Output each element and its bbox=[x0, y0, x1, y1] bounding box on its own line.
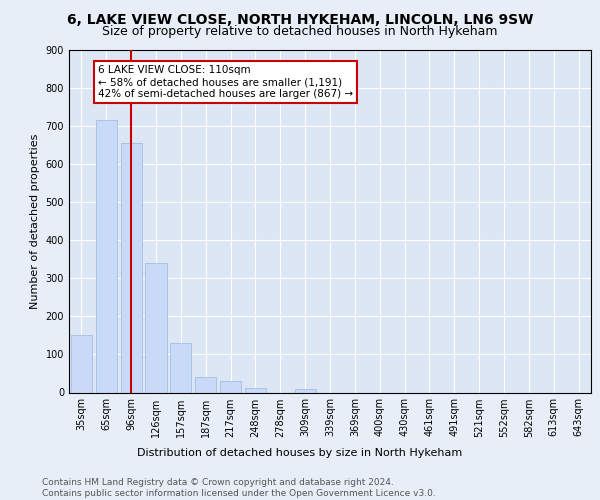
Bar bbox=[121, 143, 142, 392]
Bar bbox=[295, 390, 316, 392]
Bar bbox=[245, 388, 266, 392]
Bar bbox=[145, 263, 167, 392]
Text: 6 LAKE VIEW CLOSE: 110sqm
← 58% of detached houses are smaller (1,191)
42% of se: 6 LAKE VIEW CLOSE: 110sqm ← 58% of detac… bbox=[98, 66, 353, 98]
Bar bbox=[71, 336, 92, 392]
Y-axis label: Number of detached properties: Number of detached properties bbox=[30, 134, 40, 309]
Text: Contains HM Land Registry data © Crown copyright and database right 2024.
Contai: Contains HM Land Registry data © Crown c… bbox=[42, 478, 436, 498]
Text: Size of property relative to detached houses in North Hykeham: Size of property relative to detached ho… bbox=[102, 25, 498, 38]
Bar bbox=[220, 381, 241, 392]
Bar bbox=[96, 120, 117, 392]
Bar bbox=[170, 343, 191, 392]
Bar bbox=[195, 376, 216, 392]
Text: Distribution of detached houses by size in North Hykeham: Distribution of detached houses by size … bbox=[137, 448, 463, 458]
Text: 6, LAKE VIEW CLOSE, NORTH HYKEHAM, LINCOLN, LN6 9SW: 6, LAKE VIEW CLOSE, NORTH HYKEHAM, LINCO… bbox=[67, 12, 533, 26]
